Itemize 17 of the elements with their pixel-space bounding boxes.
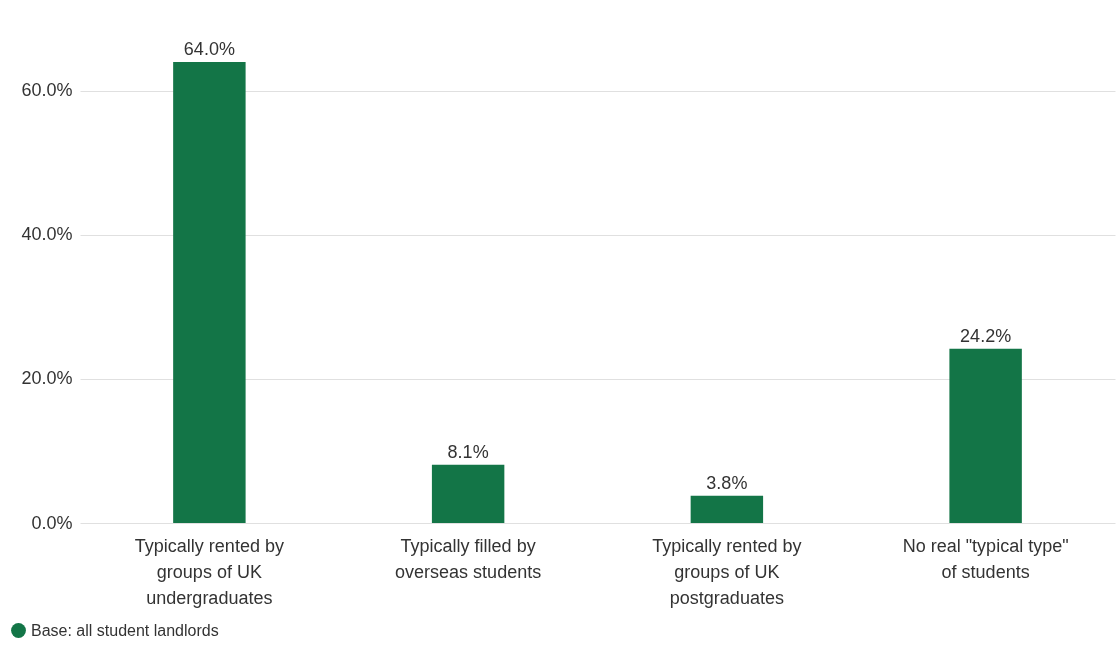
- y-tick-label: 0.0%: [31, 512, 73, 533]
- bar: [949, 348, 1022, 523]
- x-tick-label: Typically filled by overseas students: [395, 535, 542, 582]
- bar: [431, 464, 505, 523]
- text: 24.2%: [960, 325, 1012, 346]
- y-tick-label: 40.0%: [21, 224, 73, 245]
- bar: [690, 495, 764, 523]
- x-tick-label: No real "typical type" of students: [902, 535, 1069, 582]
- text: 8.1%: [447, 441, 489, 462]
- y-tick-label: 60.0%: [21, 80, 73, 101]
- y-tick-label: 20.0%: [21, 368, 73, 389]
- x-tick-label: Typically rented by groups of UK postgraduates: [652, 535, 802, 608]
- x-tick-label: Typically rented by groups of UK undergraduates: [134, 535, 284, 608]
- text: 3.8%: [706, 472, 748, 493]
- legend-label: Base: all student landlords: [31, 621, 219, 639]
- bar: [173, 62, 246, 523]
- text: 64.0%: [183, 39, 235, 59]
